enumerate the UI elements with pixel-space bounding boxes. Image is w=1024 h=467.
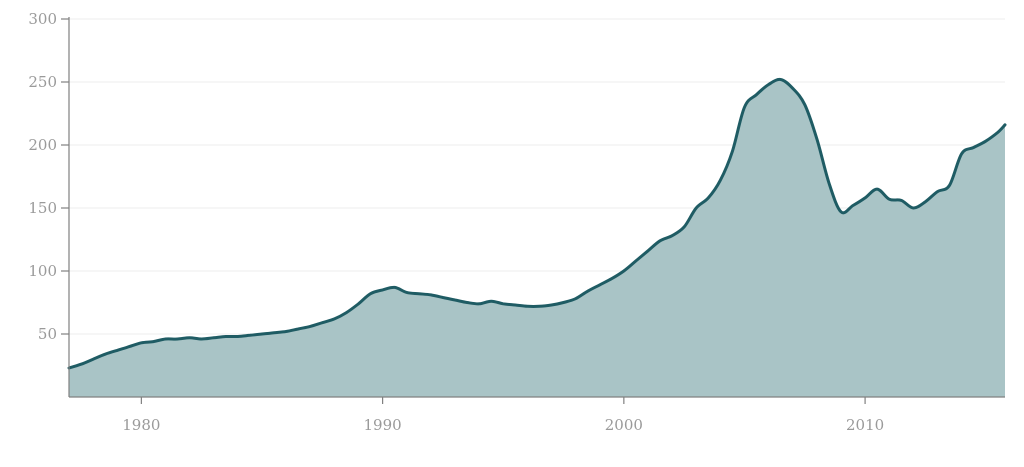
y-tick-label-250: 250: [28, 73, 57, 91]
x-tick-label-2010: 2010: [846, 416, 884, 434]
x-tick-label-2000: 2000: [605, 416, 643, 434]
x-axis-ticks: 1980 1990 2000 2010: [122, 397, 884, 434]
plot-area: [67, 77, 1007, 397]
area-fill: [69, 79, 1005, 397]
series-line: [67, 77, 1007, 370]
y-tick-label-50: 50: [38, 325, 57, 343]
y-tick-label-300: 300: [28, 10, 57, 28]
x-tick-label-1980: 1980: [122, 416, 160, 434]
x-tick-label-1990: 1990: [364, 416, 402, 434]
y-tick-label-200: 200: [28, 136, 57, 154]
y-tick-label-150: 150: [28, 199, 57, 217]
y-axis-ticks: 50 100 150 200 250 300: [28, 10, 69, 343]
y-tick-label-100: 100: [28, 262, 57, 280]
